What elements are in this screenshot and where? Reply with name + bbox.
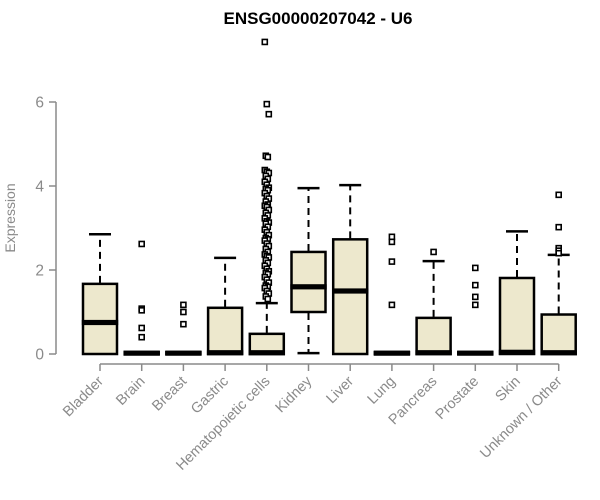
median-line [332,288,369,294]
outlier-point [264,153,272,161]
boxplot-gastric [206,256,244,356]
outlier-point [388,301,396,309]
outlier-point [180,301,187,309]
iqr-box [206,306,244,356]
median-line [457,350,494,356]
median-line [206,350,244,356]
median-line [81,319,119,326]
outlier-point [388,258,396,265]
x-tick-label: Bladder [60,373,107,420]
outlier-point [471,281,479,289]
median-line [415,350,452,356]
x-tick-label: Skin [493,374,524,405]
boxplot-hematopoietic-cells [248,38,286,356]
median-line [123,350,160,356]
boxplot-liver [331,183,369,356]
outlier-point [555,191,563,199]
outlier-point [261,38,269,46]
iqr-box [290,250,327,314]
median-line [373,350,411,356]
outlier-point [138,307,145,314]
x-tick-label: Lung [365,374,399,408]
outlier-point [471,293,479,301]
outlier-point [471,301,479,309]
median-line [248,350,285,356]
boxplot-prostate [457,264,494,356]
iqr-box [498,276,536,356]
outlier-point [388,238,396,246]
median-line [165,350,202,356]
outlier-point [180,308,187,316]
y-axis-title: Expression [2,183,18,252]
boxplot-bladder [81,233,119,356]
outlier-point [264,295,272,303]
iqr-box [415,316,452,356]
outlier-point [138,324,145,332]
median-line [290,284,327,290]
outlier-point [471,264,479,272]
y-tick-label: 2 [35,263,44,280]
boxplot-pancreas [415,248,452,356]
iqr-box [331,238,369,356]
x-tick-label: Prostate [433,374,482,423]
median-line [540,350,577,356]
outlier-point [430,248,437,256]
iqr-box [81,282,119,356]
boxplot-kidney [290,186,327,355]
outlier-point [138,240,145,248]
boxplot-breast [165,301,202,356]
x-tick-label: Liver [323,373,357,407]
x-tick-label: Brain [113,374,148,409]
y-tick-label: 0 [35,347,44,364]
boxplot-unknown-other [540,191,577,356]
median-line [498,349,536,355]
boxplot-brain [123,240,160,356]
y-tick-label: 4 [35,179,44,196]
boxplot-lung [373,233,411,356]
chart-title: ENSG00000207042 - U6 [223,9,412,28]
outlier-point [555,223,563,231]
outlier-point [265,110,273,118]
iqr-box [540,313,577,356]
outlier-point [555,249,563,257]
boxplot-skin [498,230,536,356]
outlier-point [180,320,187,328]
outlier-point [263,100,271,108]
y-tick-label: 6 [35,95,44,112]
x-tick-label: Kidney [273,373,316,416]
outlier-point [138,333,145,341]
x-tick-label: Breast [149,374,190,415]
